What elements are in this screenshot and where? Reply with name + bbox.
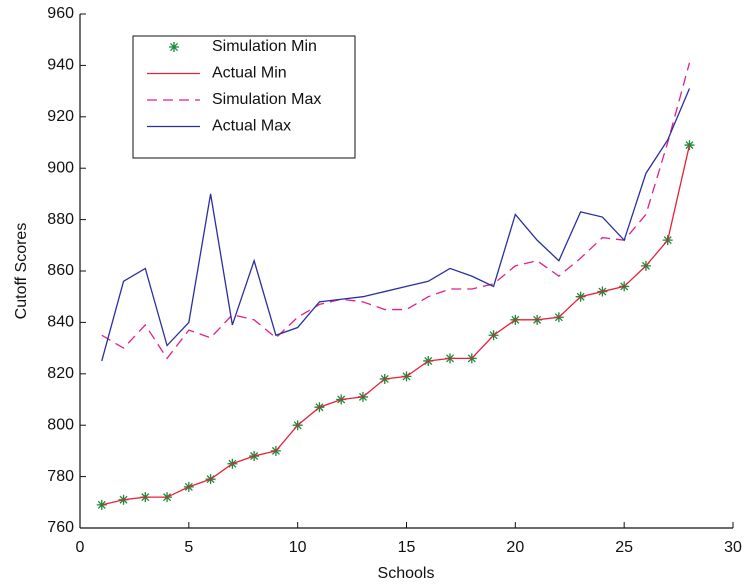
y-tick-label: 880 [47,211,74,228]
y-tick-label: 920 [47,108,74,125]
x-tick-label: 15 [398,539,416,556]
legend-swatch [169,42,179,52]
marker [684,140,695,151]
x-axis-label: Schools [378,565,435,582]
y-tick-label: 960 [47,5,74,22]
x-tick-label: 20 [506,539,524,556]
x-tick-label: 30 [724,539,742,556]
y-tick-label: 940 [47,57,74,74]
x-tick-label: 5 [184,539,193,556]
x-tick-label: 25 [615,539,633,556]
x-tick-label: 10 [289,539,307,556]
series-line [101,144,691,506]
legend-label: Simulation Max [212,91,321,108]
y-axis-label: Cutoff Scores [13,223,30,320]
legend-box [132,35,356,159]
x-tick-label: 0 [76,539,85,556]
legend-label: Actual Max [212,118,291,135]
series-line [101,62,691,360]
legend-label: Actual Min [212,65,287,82]
y-tick-label: 760 [47,519,74,536]
series-line [101,88,691,362]
y-tick-label: 900 [47,159,74,176]
y-tick-label: 780 [47,468,74,485]
y-tick-label: 800 [47,416,74,433]
legend-label: Simulation Min [212,38,317,55]
y-tick-label: 840 [47,314,74,331]
y-tick-label: 860 [47,262,74,279]
y-tick-label: 820 [47,365,74,382]
